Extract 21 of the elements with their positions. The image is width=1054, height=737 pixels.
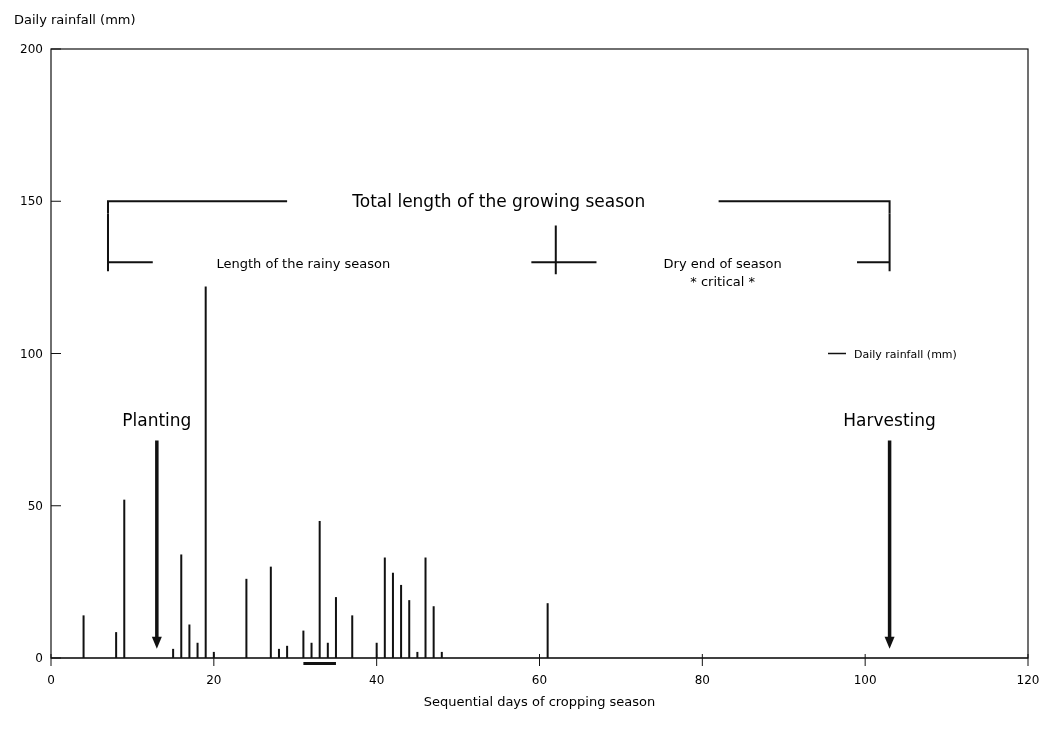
y-tick-label: 200 — [20, 42, 43, 56]
x-tick-label: 20 — [206, 673, 222, 687]
annotation: Harvesting — [843, 410, 936, 431]
annotation: Total length of the growing season — [351, 191, 646, 212]
y-tick-label: 50 — [27, 498, 43, 513]
annotation: * critical * — [690, 274, 756, 290]
x-tick-label: 100 — [853, 673, 877, 687]
x-tick-label: 80 — [694, 673, 710, 687]
x-tick-label: 40 — [369, 673, 385, 687]
y-axis-title: Daily rainfall (mm) — [14, 12, 136, 27]
annotation: Dry end of season — [663, 256, 782, 272]
y-tick-label: 150 — [20, 194, 43, 209]
y-tick-label: 100 — [20, 346, 43, 361]
legend-label: Daily rainfall (mm) — [854, 347, 957, 361]
x-tick-label: 0 — [47, 673, 55, 687]
y-tick-label: 0 — [35, 651, 43, 665]
annotation: Length of the rainy season — [216, 256, 391, 272]
x-tick-label: 120 — [1016, 673, 1040, 687]
x-tick-label: 60 — [531, 673, 548, 687]
x-axis-title: Sequential days of cropping season — [423, 694, 656, 709]
annotation: Planting — [122, 410, 192, 431]
